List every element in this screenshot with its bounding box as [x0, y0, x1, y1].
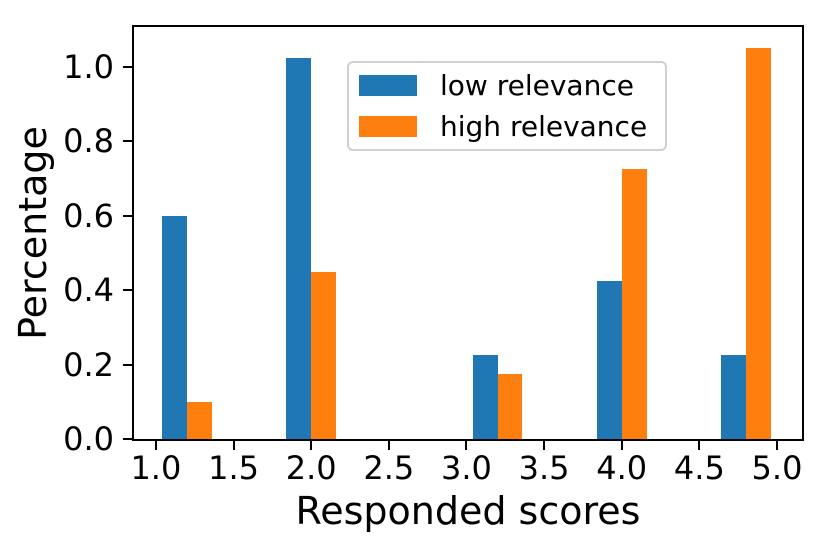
- legend-item-high-relevance: high relevance: [359, 109, 665, 143]
- bar-low-relevance-x2: [286, 57, 312, 439]
- legend-label-low-relevance: low relevance: [440, 68, 634, 102]
- x-tick-2.5: [387, 441, 390, 450]
- bar-high-relevance-x1.2: [186, 401, 212, 439]
- bar-low-relevance-x4: [596, 280, 622, 439]
- y-tick-label-0.6: 0.6: [63, 196, 114, 235]
- y-tick-0.8: [123, 140, 132, 143]
- x-tick-label-4.0: 4.0: [596, 449, 648, 487]
- bar-high-relevance-x2: [311, 271, 336, 439]
- bar-low-relevance-x3.2: [472, 355, 498, 439]
- bar-low-relevance-x1.2: [162, 215, 187, 439]
- bar-high-relevance-x4.8: [745, 48, 771, 439]
- y-tick-label-0.8: 0.8: [63, 122, 114, 161]
- x-tick-label-5.0: 5.0: [751, 449, 803, 487]
- legend-swatch-low-relevance: [359, 75, 417, 96]
- legend: low relevance high relevance: [347, 61, 667, 151]
- legend-swatch-high-relevance: [359, 116, 417, 137]
- legend-item-low-relevance: low relevance: [359, 68, 665, 102]
- y-tick-0.0: [123, 438, 132, 440]
- y-tick-0.6: [123, 214, 132, 217]
- bar-high-relevance-x4: [621, 169, 647, 439]
- y-tick-label-0.0: 0.0: [63, 420, 114, 458]
- x-tick-label-3.5: 3.5: [518, 449, 570, 487]
- bar-high-relevance-x3.2: [497, 373, 523, 439]
- x-tick-4.0: [620, 441, 623, 450]
- x-axis-label: Responded scores: [295, 489, 641, 533]
- legend-label-high-relevance: high relevance: [440, 109, 648, 143]
- x-tick-1.5: [232, 441, 235, 450]
- x-tick-2.0: [310, 441, 313, 450]
- x-tick-label-4.5: 4.5: [673, 449, 725, 487]
- bar-low-relevance-x4.8: [721, 355, 746, 439]
- x-tick-label-1.5: 1.5: [208, 449, 259, 487]
- x-tick-label-3.0: 3.0: [440, 449, 492, 487]
- y-tick-0.2: [123, 363, 132, 366]
- x-tick-3.5: [543, 441, 546, 450]
- x-tick-label-2.5: 2.5: [363, 449, 415, 487]
- x-tick-label-2.0: 2.0: [285, 449, 337, 487]
- y-tick-1.0: [123, 65, 132, 68]
- y-tick-0.4: [123, 289, 132, 292]
- y-tick-label-0.4: 0.4: [63, 271, 114, 310]
- x-tick-3.0: [465, 441, 468, 450]
- y-tick-label-1.0: 1.0: [63, 47, 114, 86]
- y-tick-label-0.2: 0.2: [63, 345, 114, 384]
- x-tick-label-1.0: 1.0: [130, 449, 182, 487]
- x-tick-1.0: [154, 441, 157, 450]
- x-tick-4.5: [698, 441, 701, 450]
- x-tick-5.0: [776, 441, 778, 450]
